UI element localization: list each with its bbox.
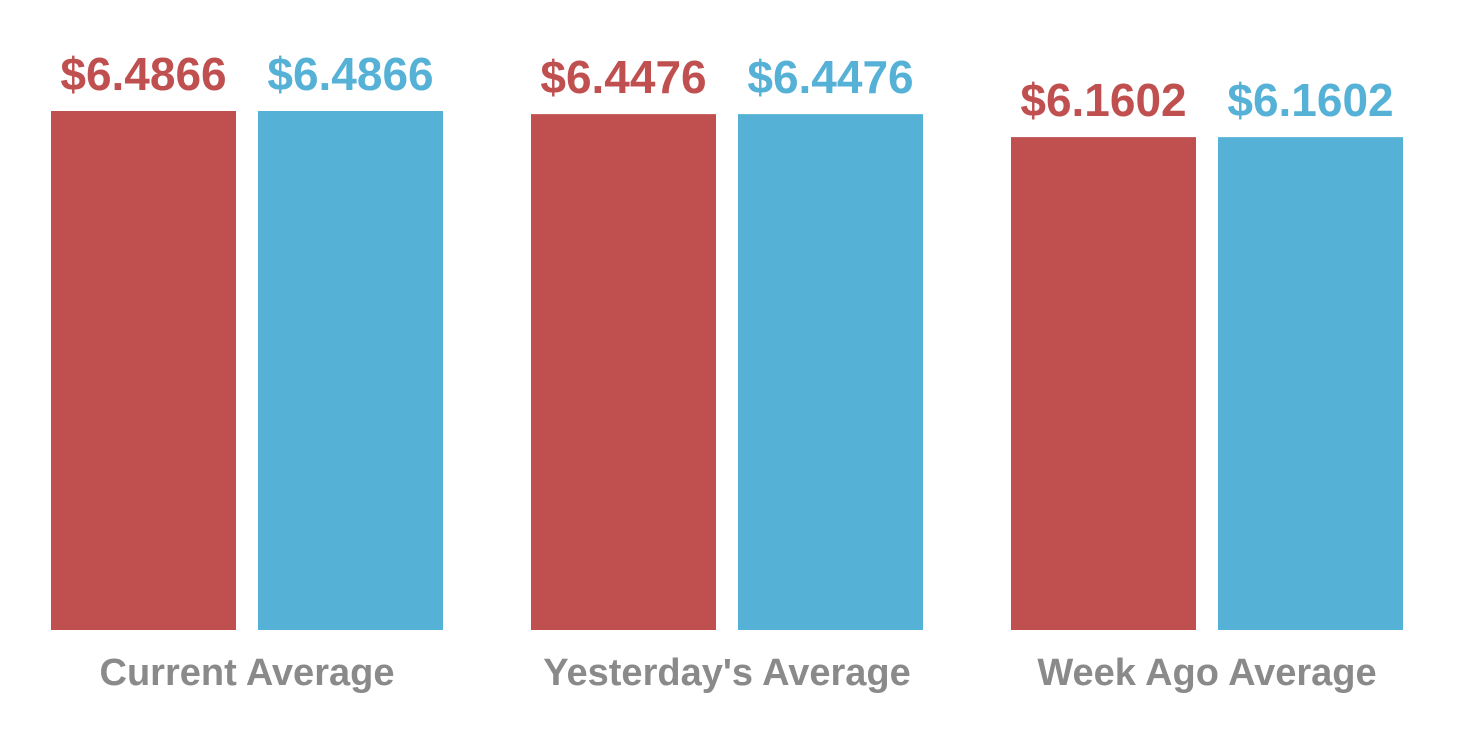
bar-blue-2 bbox=[1218, 137, 1403, 631]
category-labels-layer: Current Average Yesterday's Average Week A… bbox=[100, 652, 1377, 694]
value-label-blue-1: $6.4476 bbox=[747, 51, 913, 103]
bar-red-2 bbox=[1011, 137, 1196, 631]
bar-red-1 bbox=[531, 114, 716, 631]
value-label-blue-0: $6.4866 bbox=[267, 48, 433, 100]
value-label-red-0: $6.4866 bbox=[60, 48, 226, 100]
bars-layer bbox=[51, 111, 1403, 631]
bar-blue-1 bbox=[738, 114, 923, 631]
value-label-red-2: $6.1602 bbox=[1020, 74, 1186, 126]
bar-red-0 bbox=[51, 111, 236, 630]
value-label-blue-2: $6.1602 bbox=[1227, 74, 1393, 126]
category-label-0: Current Average bbox=[100, 652, 395, 694]
bar-blue-0 bbox=[258, 111, 443, 630]
value-label-red-1: $6.4476 bbox=[540, 51, 706, 103]
category-label-2: Week Ago Average bbox=[1037, 652, 1376, 694]
category-label-1: Yesterday's Average bbox=[543, 652, 910, 694]
value-labels-layer: $6.4866 $6.4866 $6.4476 $6.4476 $6.1602 $6.16… bbox=[60, 48, 1393, 126]
